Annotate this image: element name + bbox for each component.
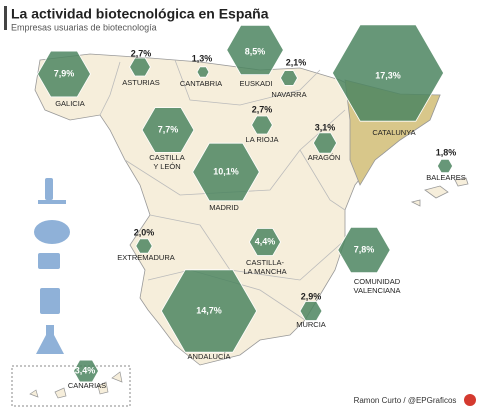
region-name: CASTILLA (149, 153, 184, 162)
region-name: ARAGÓN (308, 153, 341, 162)
hexagon (331, 24, 445, 122)
region-name: BALEARES (426, 173, 466, 182)
hexagon (299, 301, 323, 321)
hexagon (337, 226, 391, 274)
hexagon (196, 66, 210, 78)
value-label: 3,4% (75, 365, 96, 375)
microscope-base (38, 200, 66, 204)
credit: Ramon Curto / @EPGraficos (354, 396, 457, 405)
value-label: 14,7% (196, 305, 222, 315)
island (454, 177, 469, 187)
canarias-box (11, 365, 131, 407)
value-label: 8,5% (245, 46, 266, 56)
region-name: NAVARRA (271, 90, 306, 99)
value-label: 2,9% (301, 291, 322, 301)
value-label: 2,7% (252, 104, 273, 114)
hexagon (226, 24, 284, 75)
title-bar (4, 6, 7, 30)
region-name: COMUNIDAD (354, 277, 401, 286)
island (424, 185, 449, 199)
value-label: 1,8% (436, 147, 457, 157)
border (299, 149, 346, 211)
region-name: ASTURIAS (122, 78, 160, 87)
island (111, 371, 123, 383)
region-name: CATALUNYA (372, 128, 415, 137)
hexagon (135, 238, 153, 254)
hexagon (312, 132, 338, 154)
value-label: 10,1% (213, 166, 239, 176)
kit-icon (38, 253, 60, 269)
subtitle: Empresas usuarias de biotecnología (11, 22, 157, 32)
value-label: 7,7% (158, 124, 179, 134)
border (99, 61, 121, 116)
island (410, 199, 421, 207)
value-label: 17,3% (375, 70, 401, 80)
value-label: 7,8% (354, 244, 375, 254)
bottle-icon (40, 288, 60, 314)
region-name: MADRID (209, 203, 239, 212)
hexagon (73, 359, 99, 383)
region-name: GALICIA (55, 99, 85, 108)
island (97, 381, 109, 395)
flask-icon (36, 325, 64, 354)
baleares-islands (410, 177, 469, 207)
microscope-icon (45, 178, 53, 200)
canarias-islands (29, 371, 123, 399)
brain-icon (34, 220, 70, 244)
region-name: EUSKADI (240, 79, 273, 88)
value-label: 2,0% (134, 227, 155, 237)
border (174, 59, 321, 106)
region-name: LA RIOJA (246, 135, 279, 144)
region-name: Y LEÓN (153, 162, 180, 171)
region-name: EXTREMADURA (117, 253, 175, 262)
hexagon (129, 57, 151, 77)
title: La actividad biotecnológica en España (11, 6, 269, 22)
region-name: CANARIAS (68, 381, 106, 390)
region-name: VALENCIANA (354, 286, 401, 295)
hexagon (251, 115, 273, 135)
value-label: 4,4% (255, 236, 276, 246)
value-label: 1,3% (192, 53, 213, 63)
value-label: 2,7% (131, 48, 152, 58)
hexagon (248, 228, 282, 256)
region-name: LA MANCHA (243, 267, 286, 276)
region-name: ANDALUCÍA (188, 352, 231, 361)
island (54, 387, 67, 399)
hexagon (280, 70, 298, 86)
region-name: MURCIA (296, 320, 326, 329)
value-label: 7,9% (54, 68, 75, 78)
icons (34, 178, 70, 354)
logo (464, 394, 476, 406)
hexagon (192, 142, 260, 202)
island (29, 389, 39, 398)
region-name: CANTABRIA (180, 79, 222, 88)
value-label: 3,1% (315, 122, 336, 132)
border (124, 109, 346, 196)
hexagon (436, 158, 454, 174)
hexagon (37, 50, 91, 98)
hexagon (160, 269, 258, 353)
value-label: 2,1% (286, 57, 307, 67)
hexagon (141, 107, 195, 153)
region-name: CASTILLA- (246, 258, 284, 267)
